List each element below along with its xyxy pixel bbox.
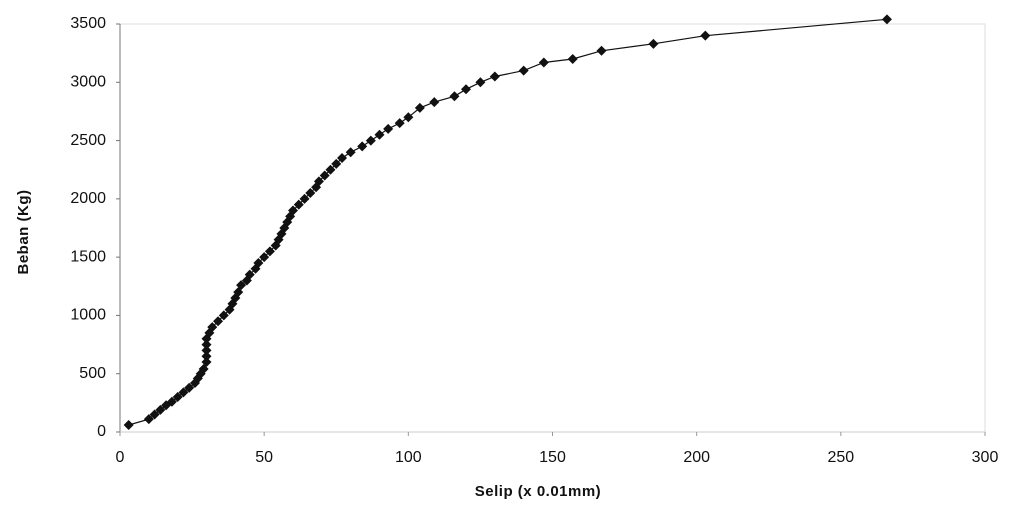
data-point — [648, 38, 659, 49]
data-point — [357, 141, 368, 152]
data-point — [259, 252, 270, 263]
x-tick-label: 200 — [683, 449, 710, 466]
data-point — [201, 345, 212, 356]
data-point — [244, 269, 255, 280]
data-point — [253, 257, 264, 268]
data-point — [299, 193, 310, 204]
y-tick-label: 1000 — [70, 307, 106, 324]
data-point — [700, 30, 711, 41]
x-tick-label: 50 — [255, 449, 273, 466]
data-point — [394, 118, 405, 129]
data-point — [319, 170, 330, 181]
data-point — [489, 71, 500, 82]
x-axis-title: Selip (x 0.01mm) — [475, 483, 601, 500]
data-point — [236, 280, 247, 291]
x-tick-label: 300 — [972, 449, 999, 466]
x-tick-label: 250 — [827, 449, 854, 466]
data-point — [337, 153, 348, 164]
y-tick-label: 0 — [97, 423, 106, 440]
data-point — [264, 246, 275, 257]
data-point — [201, 351, 212, 362]
data-point — [403, 112, 414, 123]
data-point — [313, 176, 324, 187]
data-point — [449, 91, 460, 102]
data-point — [567, 53, 578, 64]
data-point — [184, 382, 195, 393]
data-point — [218, 310, 229, 321]
data-point — [331, 158, 342, 169]
y-tick-label: 1500 — [70, 248, 106, 265]
data-point — [293, 199, 304, 210]
data-point — [201, 357, 212, 368]
data-point — [365, 135, 376, 146]
data-point — [518, 65, 529, 76]
x-tick-label: 0 — [116, 449, 125, 466]
data-line — [128, 18, 888, 426]
data-point — [881, 14, 892, 25]
data-point — [305, 188, 316, 199]
data-point — [178, 387, 189, 398]
data-point — [123, 420, 134, 431]
data-point — [475, 77, 486, 88]
data-point — [155, 404, 166, 415]
y-tick-label: 3500 — [70, 15, 106, 32]
plot-area — [119, 23, 986, 433]
data-point — [201, 339, 212, 350]
data-point — [213, 316, 224, 327]
data-point — [538, 57, 549, 68]
data-point — [207, 322, 218, 333]
data-point — [166, 396, 177, 407]
y-tick-label: 3000 — [70, 74, 106, 91]
data-point — [383, 123, 394, 134]
data-point — [149, 409, 160, 420]
data-point — [325, 164, 336, 175]
data-point — [374, 129, 385, 140]
data-point — [288, 205, 298, 216]
y-tick-label: 500 — [79, 365, 106, 382]
data-point — [172, 392, 183, 403]
data-point — [461, 84, 471, 95]
data-point — [596, 45, 607, 56]
y-tick-label: 2500 — [70, 132, 106, 149]
y-axis-title: Beban (Kg) — [15, 190, 32, 275]
data-point — [429, 97, 440, 108]
y-tick-label: 2000 — [70, 190, 106, 207]
data-point — [143, 414, 154, 425]
x-tick-label: 150 — [539, 449, 566, 466]
data-point — [414, 102, 425, 113]
x-tick-label: 100 — [395, 449, 422, 466]
data-point — [345, 147, 356, 158]
